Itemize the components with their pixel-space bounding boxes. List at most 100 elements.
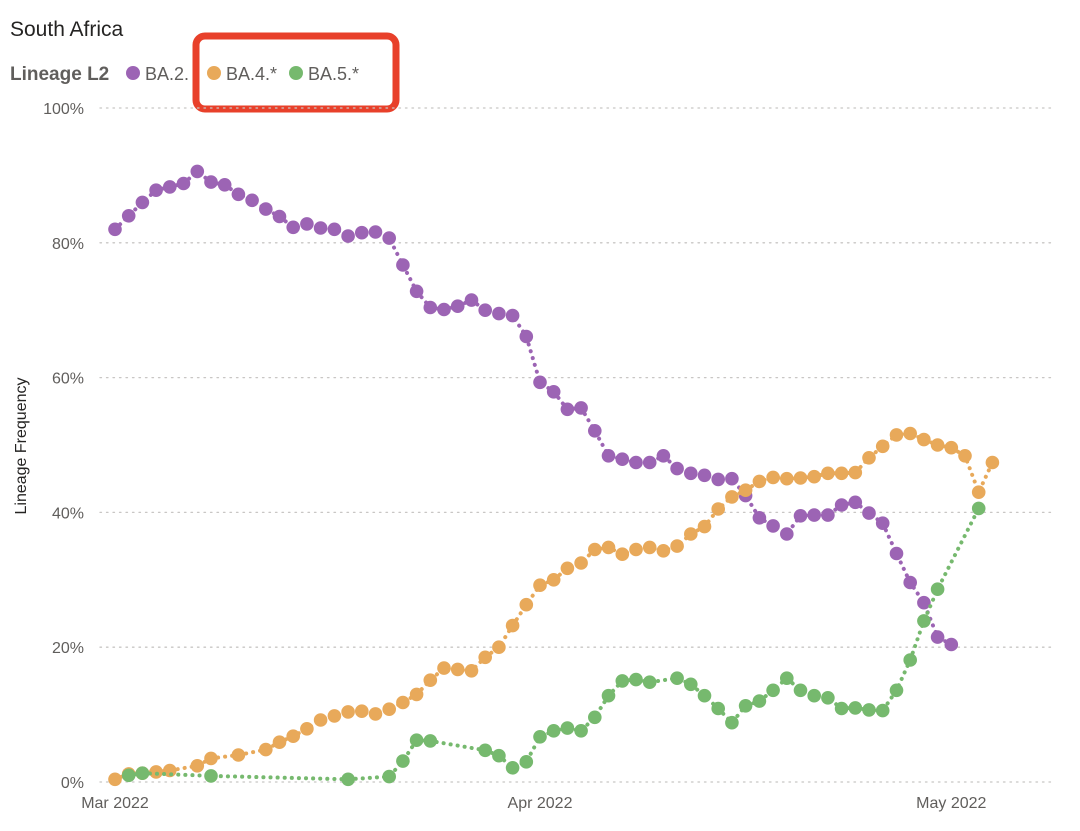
point-2-56 — [903, 426, 917, 441]
point-1-10 — [231, 187, 246, 202]
point-2-13 — [313, 713, 328, 727]
point-1-21 — [382, 231, 397, 245]
point-1-32 — [533, 375, 547, 390]
point-1-2 — [121, 209, 136, 223]
point-1-33 — [546, 385, 561, 399]
point-1-57 — [875, 516, 890, 530]
point-1-1 — [108, 222, 122, 237]
point-1-51 — [793, 509, 808, 523]
point-2-53 — [862, 451, 876, 465]
point-1-35 — [574, 401, 588, 415]
point-2-7 — [204, 751, 218, 766]
point-1-18 — [341, 229, 355, 243]
series-1 — [108, 164, 959, 652]
point-2-17 — [368, 707, 383, 721]
point-3-34 — [834, 701, 849, 716]
point-1-48 — [752, 511, 767, 525]
point-2-39 — [670, 539, 684, 553]
point-1-13 — [272, 209, 287, 224]
point-1-43 — [684, 466, 698, 481]
legend-items: BA.2. BA.4.* BA.5.* — [126, 64, 359, 84]
point-1-14 — [286, 220, 301, 235]
point-3-24 — [697, 688, 712, 703]
point-2-46 — [766, 470, 780, 485]
point-2-6 — [190, 759, 205, 773]
point-2-41 — [697, 519, 712, 534]
point-3-17 — [588, 710, 602, 725]
point-1-61 — [930, 630, 945, 644]
point-2-26 — [492, 640, 506, 654]
point-2-18 — [382, 702, 397, 716]
point-2-24 — [464, 664, 479, 678]
point-2-51 — [834, 466, 849, 481]
point-3-39 — [903, 653, 917, 667]
point-1-25 — [437, 302, 451, 317]
point-1-55 — [848, 495, 863, 510]
legend-label-2: BA.4.* — [226, 64, 277, 84]
point-3-21 — [642, 675, 657, 689]
point-2-16 — [355, 704, 369, 718]
point-1-58 — [889, 546, 904, 561]
y-tick-label-2: 40% — [52, 505, 84, 522]
point-1-30 — [505, 308, 520, 323]
point-1-45 — [711, 472, 725, 487]
point-3-13 — [533, 730, 547, 744]
point-2-27 — [505, 618, 520, 633]
y-axis: 0% 20% 40% 60% 80% 100% — [43, 101, 84, 792]
point-2-32 — [574, 556, 588, 570]
point-2-37 — [642, 540, 657, 555]
point-3-6 — [396, 754, 410, 768]
point-2-22 — [437, 661, 451, 675]
point-3-38 — [889, 683, 904, 698]
point-1-53 — [821, 508, 835, 522]
point-3-26 — [725, 715, 739, 730]
point-3-19 — [615, 674, 630, 688]
point-2-42 — [711, 502, 725, 516]
point-2-36 — [629, 542, 643, 557]
point-2-44 — [738, 483, 753, 498]
legend-marker-2 — [207, 66, 221, 80]
point-2-40 — [684, 527, 698, 541]
point-3-5 — [382, 769, 397, 784]
point-3-41 — [930, 582, 945, 596]
point-2-1 — [108, 772, 122, 787]
point-1-26 — [450, 299, 465, 314]
point-2-52 — [848, 465, 863, 480]
point-1-11 — [245, 193, 259, 208]
point-3-2 — [135, 766, 150, 780]
point-1-24 — [423, 300, 438, 315]
point-2-57 — [917, 432, 931, 447]
point-3-3 — [204, 769, 218, 783]
point-1-41 — [656, 449, 671, 463]
highlight-box — [192, 32, 400, 113]
grid — [99, 107, 1056, 783]
point-3-8 — [423, 734, 438, 748]
point-2-48 — [793, 471, 808, 485]
point-1-60 — [917, 595, 931, 610]
x-tick-label-0: Mar 2022 — [81, 795, 149, 812]
point-2-15 — [341, 705, 355, 719]
point-3-12 — [519, 755, 534, 769]
point-3-36 — [862, 703, 876, 717]
point-2-45 — [752, 474, 767, 489]
series-3 — [121, 501, 986, 787]
series-line-3 — [126, 506, 981, 782]
point-2-25 — [478, 650, 493, 665]
point-1-62 — [944, 637, 959, 652]
point-1-28 — [478, 303, 493, 318]
point-3-10 — [492, 748, 506, 763]
point-3-40 — [917, 614, 931, 628]
point-1-19 — [355, 225, 369, 240]
point-3-23 — [684, 677, 698, 692]
point-1-8 — [204, 175, 218, 189]
point-2-61 — [971, 485, 986, 500]
point-1-40 — [642, 455, 657, 470]
point-3-27 — [738, 699, 753, 713]
point-3-14 — [546, 724, 561, 738]
series-layer — [108, 164, 1000, 787]
point-2-29 — [533, 578, 547, 592]
point-1-23 — [409, 284, 424, 299]
legend-title: Lineage L2 — [10, 64, 109, 85]
point-1-7 — [190, 164, 205, 179]
